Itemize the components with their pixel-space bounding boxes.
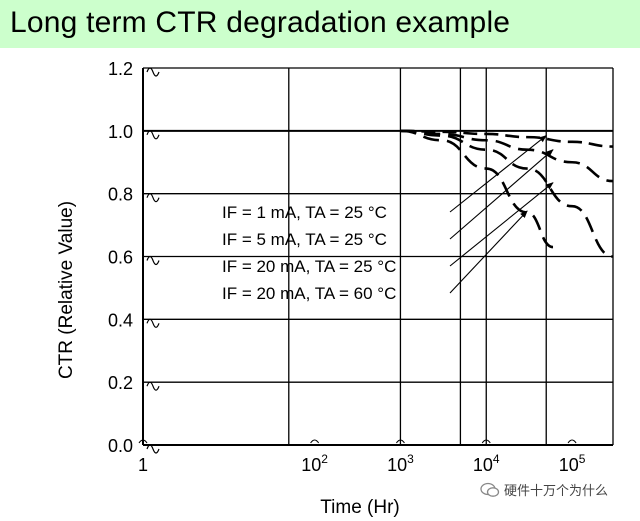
- series-line: [400, 129, 614, 148]
- y-tick-label: 0.0: [108, 436, 133, 456]
- x-tick-label: 1: [138, 455, 148, 475]
- series-line: [400, 129, 614, 183]
- series-line: [400, 129, 554, 249]
- x-tick-label: 102: [301, 452, 328, 475]
- series-line: [400, 129, 614, 258]
- legend-arrow: [449, 135, 547, 213]
- x-tick-mark: [481, 439, 491, 444]
- legend-arrow: [449, 210, 528, 294]
- y-tick-label: 1.0: [108, 122, 133, 142]
- axis-break-mark: [146, 444, 160, 454]
- axis-break-mark: [146, 381, 160, 391]
- legend-label: IF = 1 mA, TA = 25 °C: [222, 203, 387, 222]
- x-tick-mark: [310, 439, 320, 444]
- watermark: 硬件十万个为什么: [480, 480, 608, 499]
- axis-break-mark: [146, 318, 160, 328]
- legend-arrow: [449, 149, 554, 240]
- series-lines: [400, 129, 614, 258]
- legend-label: IF = 5 mA, TA = 25 °C: [222, 230, 387, 249]
- axis-break-mark: [146, 193, 160, 203]
- y-tick-label: 0.2: [108, 373, 133, 393]
- legend-label: IF = 20 mA, TA = 25 °C: [222, 257, 396, 276]
- y-tick-label: 1.2: [108, 59, 133, 79]
- axis-break-mark: [146, 130, 160, 140]
- chart-title: Long term CTR degradation example: [10, 6, 511, 39]
- x-tick-label: 105: [559, 452, 586, 475]
- watermark-text: 硬件十万个为什么: [504, 483, 609, 498]
- x-axis-label: Time (Hr): [320, 497, 400, 518]
- tick-labels: 0.0 0.2 0.4 0.6 0.8 1.0 1.2 1 102 103 104 105: [108, 59, 586, 475]
- legend: IF = 1 mA, TA = 25 °C IF = 5 mA, TA = 25 …: [222, 135, 554, 303]
- wechat-icon: [480, 482, 500, 497]
- y-tick-label: 0.6: [108, 248, 133, 268]
- legend-label: IF = 20 mA, TA = 60 °C: [222, 284, 396, 303]
- x-tick-mark: [395, 439, 405, 444]
- y-axis-label: CTR (Relative Value): [56, 201, 77, 379]
- x-tick-label: 103: [387, 452, 414, 475]
- ctr-chart: 0.0 0.2 0.4 0.6 0.8 1.0 1.2 1 102 103 104 105 IF = …: [56, 59, 614, 518]
- y-tick-label: 0.4: [108, 310, 133, 330]
- x-tick-label: 104: [473, 452, 500, 475]
- title-bar: Long term CTR degradation example: [0, 0, 640, 48]
- legend-arrow: [449, 182, 554, 267]
- axis-break-mark: [146, 67, 160, 77]
- y-tick-label: 0.8: [108, 185, 133, 205]
- x-tick-mark: [138, 439, 148, 444]
- x-tick-mark: [567, 439, 577, 444]
- axis-break-mark: [146, 255, 160, 266]
